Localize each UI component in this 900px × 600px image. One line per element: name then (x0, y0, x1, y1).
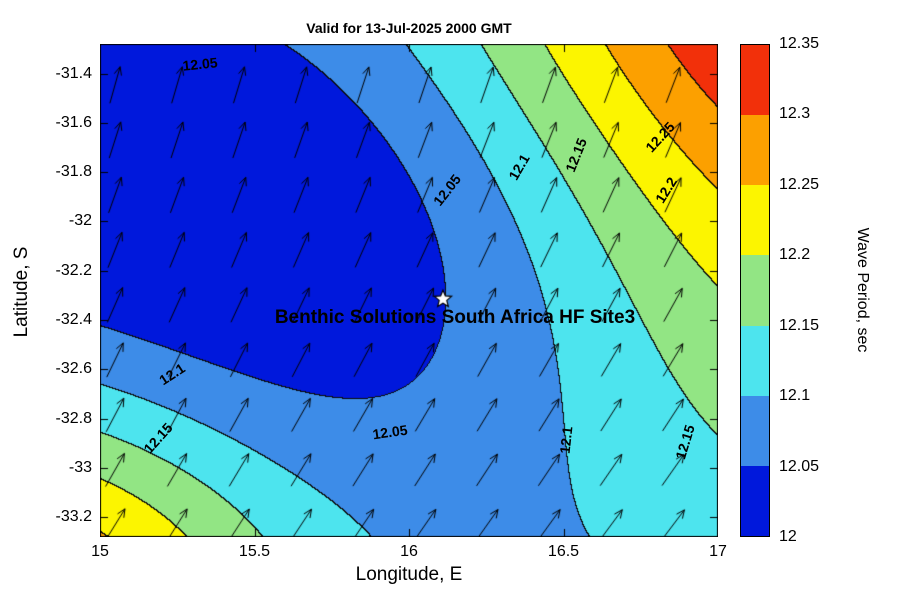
y-tick-label: -32 (68, 212, 92, 230)
x-tick-label: 15 (91, 543, 109, 560)
x-tick-label: 17 (709, 543, 727, 560)
contour-plot-canvas (100, 44, 718, 537)
colorbar-band (741, 255, 769, 326)
contour-label: 12.1 (556, 425, 576, 455)
chart-title: Valid for 13-Jul-2025 2000 GMT (306, 20, 512, 36)
colorbar-band (741, 115, 769, 186)
colorbar-tick-label: 12.3 (779, 105, 811, 123)
y-tick-label: -33.2 (55, 508, 92, 526)
colorbar-label: Wave Period, sec (854, 227, 871, 353)
y-tick-label: -31.4 (55, 64, 92, 82)
colorbar-tick-label: 12 (779, 528, 797, 545)
colorbar-tick-label: 12.2 (779, 246, 811, 264)
colorbar-tick-label: 12.15 (779, 316, 820, 334)
y-tick-label: -32.4 (55, 311, 92, 329)
colorbar (740, 44, 770, 537)
colorbar-band (741, 325, 769, 396)
x-tick-label: 16.5 (547, 543, 580, 560)
y-tick-label: -31.8 (55, 163, 92, 181)
y-tick-label: -32.2 (55, 261, 92, 279)
y-tick-label: -31.6 (55, 113, 92, 131)
y-tick-label: -33 (68, 458, 92, 476)
colorbar-tick-label: 12.05 (779, 457, 820, 475)
colorbar-band (741, 185, 769, 256)
colorbar-tick-label: 12.1 (779, 387, 811, 405)
colorbar-tick-label: 12.25 (779, 175, 820, 193)
y-tick-label: -32.6 (55, 360, 92, 378)
colorbar-band (741, 395, 769, 466)
x-axis-label: Longitude, E (355, 564, 463, 585)
y-tick-label: -32.8 (55, 409, 92, 427)
x-tick-label: 16 (400, 543, 418, 560)
site-label: Benthic Solutions South Africa HF Site3 (274, 307, 636, 329)
colorbar-band (741, 45, 769, 116)
colorbar-tick-label: 12.35 (779, 35, 820, 52)
x-tick-label: 15.5 (238, 543, 271, 560)
colorbar-band (741, 465, 769, 536)
